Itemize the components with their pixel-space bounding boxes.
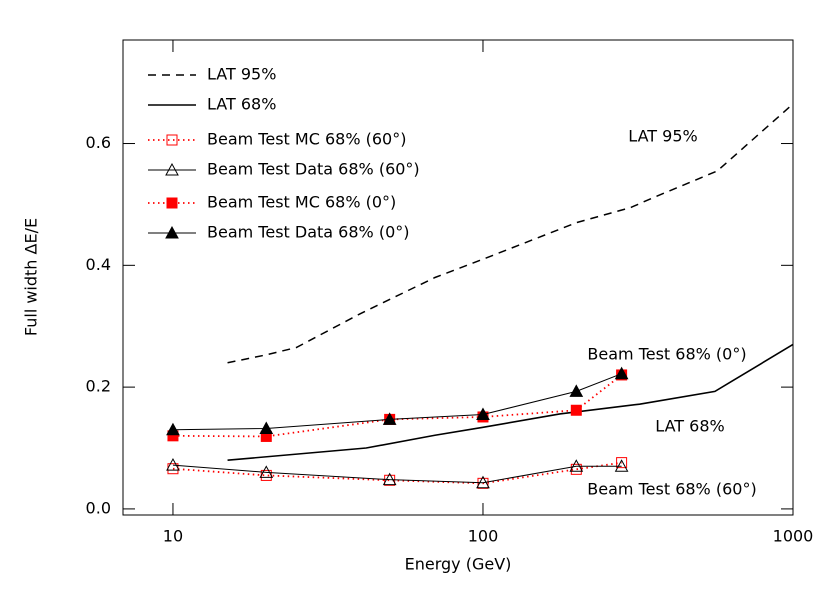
marker — [382, 412, 397, 425]
marker — [382, 472, 397, 486]
legend-label: LAT 95% — [207, 65, 276, 84]
y-tick-label: 0.0 — [86, 498, 111, 517]
legend-label: Beam Test MC 68% (0°) — [207, 193, 396, 212]
marker — [259, 465, 274, 478]
x-tick-label: 100 — [468, 527, 499, 546]
marker — [570, 404, 582, 416]
x-tick-label: 1000 — [773, 527, 814, 546]
x-axis-label: Energy (GeV) — [405, 555, 512, 574]
annotation: LAT 68% — [655, 417, 724, 436]
marker — [165, 162, 179, 176]
x-tick-label: 10 — [163, 527, 183, 546]
marker — [166, 197, 178, 209]
y-axis-label: Full width ΔE/E — [22, 218, 41, 336]
marker — [476, 407, 490, 421]
marker — [166, 458, 180, 471]
marker — [166, 422, 180, 436]
marker — [614, 459, 629, 472]
legend-label: Beam Test Data 68% (0°) — [207, 223, 410, 242]
marker — [259, 421, 274, 435]
marker — [569, 384, 584, 397]
marker — [477, 477, 489, 489]
y-tick-label: 0.6 — [86, 133, 111, 152]
annotation: Beam Test 68% (60°) — [587, 480, 756, 499]
marker — [616, 457, 628, 469]
legend-label: Beam Test MC 68% (60°) — [207, 130, 406, 149]
series-line — [172, 374, 623, 438]
marker — [166, 134, 178, 146]
legend-label: Beam Test Data 68% (60°) — [207, 160, 420, 179]
series-line — [227, 103, 794, 364]
marker — [569, 459, 584, 472]
marker — [476, 475, 490, 489]
annotation: LAT 95% — [628, 127, 697, 146]
series-line — [172, 464, 622, 484]
y-tick-label: 0.2 — [86, 377, 111, 396]
y-tick-label: 0.4 — [86, 255, 111, 274]
marker — [165, 225, 179, 239]
series-line — [172, 373, 622, 431]
series-line — [227, 343, 794, 461]
plot-frame — [122, 39, 794, 516]
legend-label: LAT 68% — [207, 95, 276, 114]
marker — [614, 366, 629, 380]
annotation: Beam Test 68% (0°) — [587, 345, 746, 364]
